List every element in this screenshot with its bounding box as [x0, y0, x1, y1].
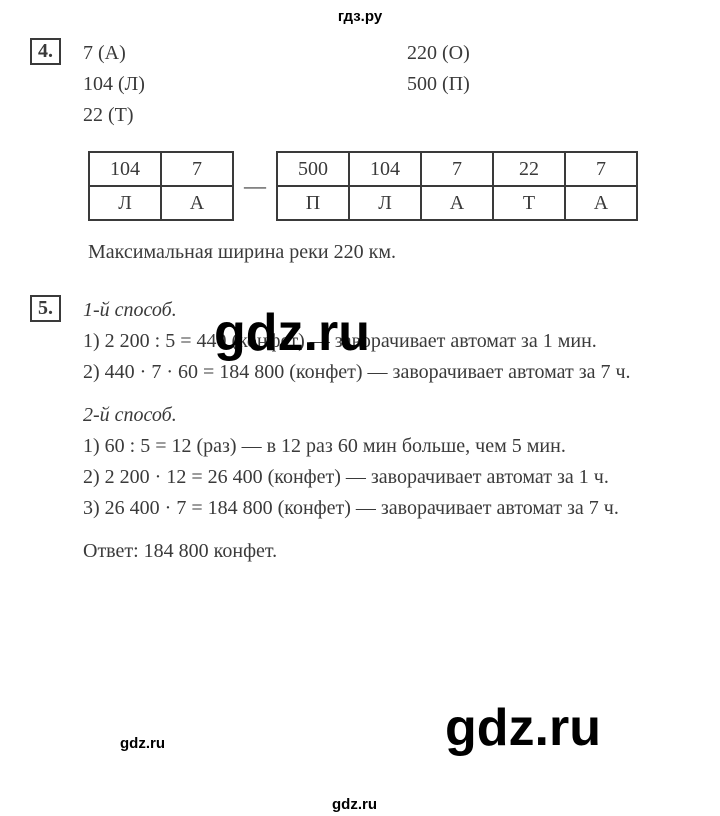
task-4-right-col: 220 (О) 500 (П) — [407, 38, 607, 100]
t4-left-1: 7 (А) — [83, 38, 403, 69]
m2-step-1: 1) 60 : 5 = 12 (раз) — в 12 раз 60 мин б… — [83, 431, 673, 462]
cell: 500 — [277, 152, 349, 186]
m2-step-3: 3) 26 400 · 7 = 184 800 (конфет) — завор… — [83, 493, 673, 524]
t4-left-3: 22 (Т) — [83, 100, 403, 131]
watermark-big-2: gdz.ru — [445, 698, 601, 758]
cell: 7 — [161, 152, 233, 186]
cell: 22 — [493, 152, 565, 186]
table-row: Л А — [89, 186, 233, 220]
task-4: 4. 7 (А) 104 (Л) 22 (Т) 220 (О) 500 (П) … — [30, 38, 690, 267]
method-1-title: 1-й способ. — [83, 295, 673, 326]
cell: А — [565, 186, 637, 220]
task-4-tables: 104 7 Л А — 500 104 7 22 7 П — [88, 151, 690, 221]
task-4-left-col: 7 (А) 104 (Л) 22 (Т) — [83, 38, 403, 131]
cell: 104 — [349, 152, 421, 186]
cell: 7 — [421, 152, 493, 186]
page-content: 4. 7 (А) 104 (Л) 22 (Т) 220 (О) 500 (П) … — [0, 0, 720, 567]
cell: А — [161, 186, 233, 220]
t4-right-2: 500 (П) — [407, 69, 607, 100]
t4-left-2: 104 (Л) — [83, 69, 403, 100]
cell: Л — [89, 186, 161, 220]
task-4-table-2: 500 104 7 22 7 П Л А Т А — [276, 151, 638, 221]
task-4-table-1: 104 7 Л А — [88, 151, 234, 221]
m2-step-2: 2) 2 200 · 12 = 26 400 (конфет) — завора… — [83, 462, 673, 493]
cell: П — [277, 186, 349, 220]
table-row: П Л А Т А — [277, 186, 637, 220]
table-row: 500 104 7 22 7 — [277, 152, 637, 186]
task-4-sentence: Максимальная ширина реки 220 км. — [88, 237, 690, 267]
task-5: 5. 1-й способ. 1) 2 200 : 5 = 440 (конфе… — [30, 295, 690, 567]
cell: А — [421, 186, 493, 220]
watermark-small-2: gdz.ru — [332, 796, 377, 813]
table-row: 104 7 — [89, 152, 233, 186]
tables-dash: — — [244, 173, 266, 199]
m1-step-1: 1) 2 200 : 5 = 440 (конфет) — заворачива… — [83, 326, 673, 357]
t4-right-1: 220 (О) — [407, 38, 607, 69]
watermark-small-1: gdz.ru — [120, 735, 165, 752]
task-4-number: 4. — [30, 38, 61, 65]
cell: Т — [493, 186, 565, 220]
cell: 104 — [89, 152, 161, 186]
task-5-number: 5. — [30, 295, 61, 322]
m1-step-2: 2) 440 · 7 · 60 = 184 800 (конфет) — зав… — [83, 357, 673, 388]
task-5-answer: Ответ: 184 800 конфет. — [83, 536, 673, 567]
cell: Л — [349, 186, 421, 220]
task-5-body: 1-й способ. 1) 2 200 : 5 = 440 (конфет) … — [83, 295, 673, 567]
header-watermark: гдз.ру — [0, 8, 720, 25]
cell: 7 — [565, 152, 637, 186]
method-2-title: 2-й способ. — [83, 400, 673, 431]
